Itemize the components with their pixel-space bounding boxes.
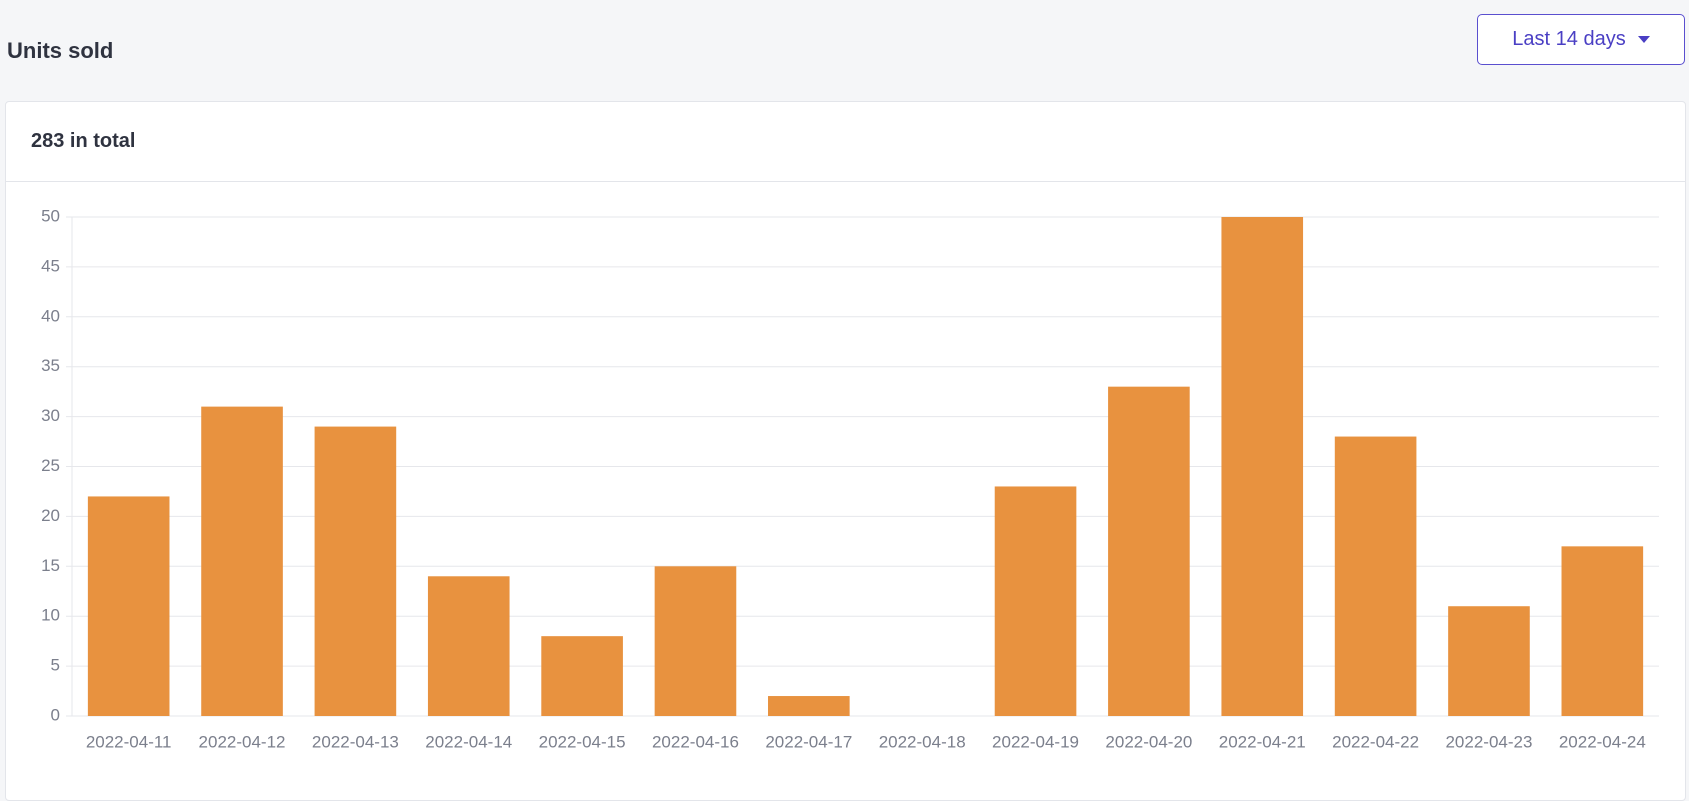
bar: [314, 426, 397, 716]
bar: [994, 486, 1077, 716]
x-tick-label: 2022-04-20: [1105, 732, 1192, 751]
x-tick-label: 2022-04-14: [425, 732, 512, 751]
y-tick-label: 40: [41, 306, 60, 325]
bar: [1448, 606, 1530, 716]
bar: [654, 566, 737, 716]
x-tick-label: 2022-04-18: [879, 732, 966, 751]
x-tick-label: 2022-04-12: [199, 732, 286, 751]
total-label: 283 in total: [6, 102, 1685, 182]
x-tick-label: 2022-04-22: [1332, 732, 1419, 751]
x-tick-label: 2022-04-17: [765, 732, 852, 751]
x-tick-label: 2022-04-13: [312, 732, 399, 751]
y-tick-label: 30: [41, 406, 60, 425]
bar: [87, 496, 170, 716]
bar: [1221, 217, 1304, 716]
y-tick-label: 0: [51, 705, 60, 724]
y-tick-label: 5: [51, 656, 60, 675]
bar: [1108, 386, 1190, 716]
bar: [1334, 436, 1417, 716]
x-tick-label: 2022-04-21: [1219, 732, 1306, 751]
bar: [541, 636, 623, 716]
y-tick-label: 50: [41, 206, 60, 225]
range-dropdown[interactable]: Last 14 days: [1477, 14, 1685, 65]
x-tick-label: 2022-04-19: [992, 732, 1079, 751]
bar: [768, 696, 850, 716]
page: Units sold Last 14 days 283 in total 0 5 1…: [5, 14, 1686, 801]
bar: [1561, 546, 1644, 716]
y-tick-label: 10: [41, 606, 60, 625]
bar: [201, 406, 283, 716]
x-tick-label: 2022-04-15: [539, 732, 626, 751]
y-tick-label: 25: [41, 456, 60, 475]
chart: 0 5 10 15 20 25 30 35 40 45 50 2022-04-11 2022-04-12…: [41, 206, 1659, 751]
caret: [1637, 35, 1650, 43]
y-tick-label: 15: [41, 556, 60, 575]
y-tick-label: 45: [41, 256, 60, 275]
x-tick-label: 2022-04-16: [652, 732, 739, 751]
bar: [427, 576, 510, 716]
page-title: Units sold: [7, 38, 114, 63]
range-label: Last 14 days: [1512, 28, 1626, 50]
x-tick-label: 2022-04-23: [1445, 732, 1532, 751]
x-tick-label: 2022-04-24: [1559, 732, 1646, 751]
y-tick-label: 35: [41, 356, 60, 375]
x-tick-label: 2022-04-11: [86, 732, 172, 751]
y-tick-label: 20: [41, 506, 60, 525]
